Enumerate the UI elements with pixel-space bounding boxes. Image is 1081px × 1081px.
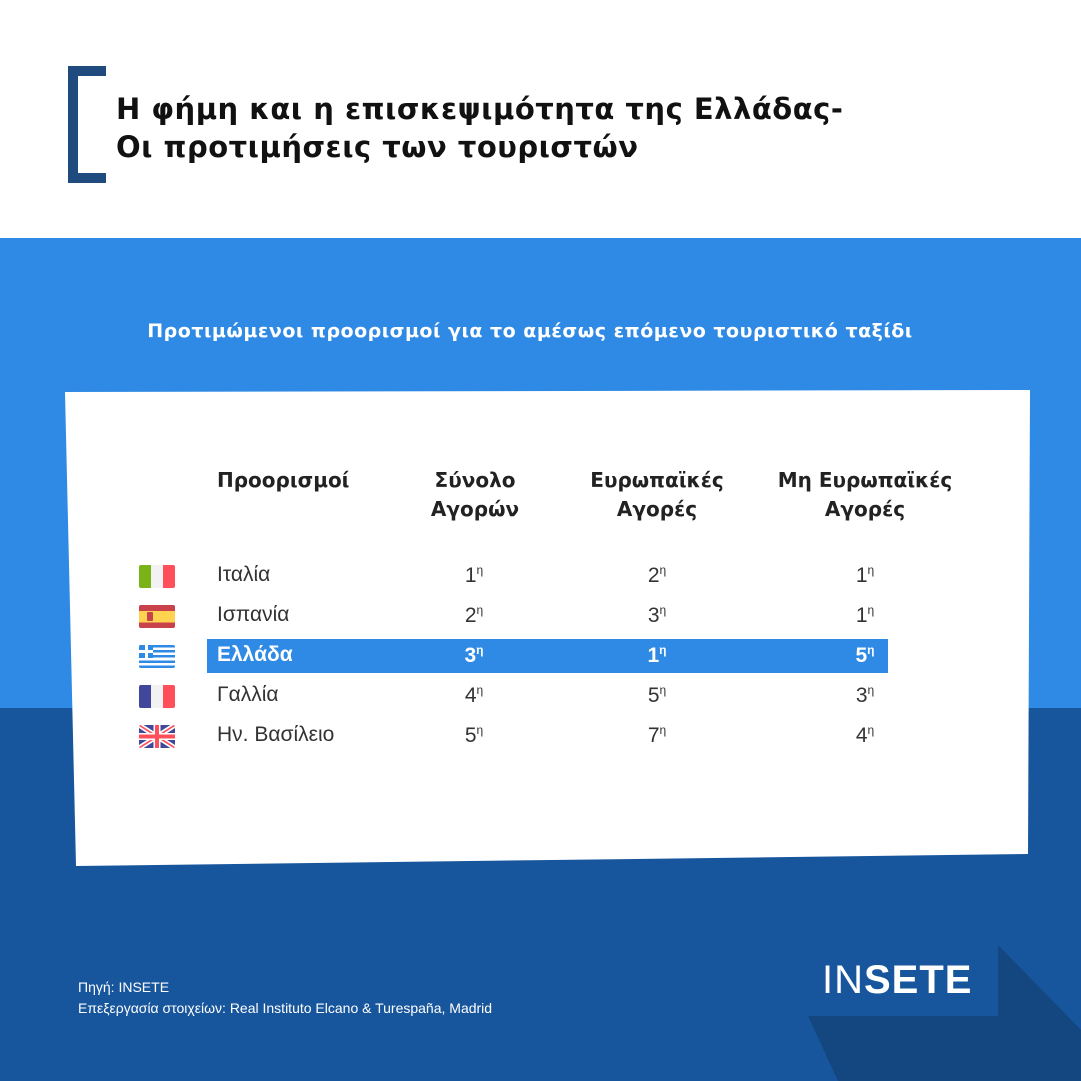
header-european: Ευρωπαϊκές Αγορές <box>572 466 742 524</box>
title-bracket <box>68 66 106 183</box>
table-row: Ην. Βασίλειο 5η 7η 4η <box>0 719 1081 753</box>
table-subtitle: Προτιμώμενοι προορισμοί για το αμέσως επ… <box>147 320 913 342</box>
title-line-1: Η φήμη και η επισκεψιμότητα της Ελλάδας- <box>116 92 844 126</box>
header-destinations: Προορισμοί <box>217 468 350 492</box>
source-text: Πηγή: INSETE <box>78 979 170 995</box>
rank-value: 5 <box>464 724 477 747</box>
processing-text: Επεξεργασία στοιχείων: Real Instituto El… <box>78 1000 493 1016</box>
ordinal-suffix: η <box>867 683 875 697</box>
header-non-european: Μη Ευρωπαϊκές Αγορές <box>760 466 970 524</box>
rank-value: 4 <box>464 684 477 707</box>
header-eu-2: Αγορές <box>616 497 698 521</box>
cell-noneu: 3η <box>835 683 895 708</box>
ordinal-suffix: η <box>867 563 875 577</box>
rank-value: 1 <box>464 564 477 587</box>
table-row: Ελλάδα 3η 1η 5η <box>0 639 1081 673</box>
ordinal-suffix: η <box>476 603 484 617</box>
header-total-1: Σύνολο <box>434 468 516 492</box>
cell-total: 4η <box>444 683 504 708</box>
spain-flag-icon <box>139 605 175 628</box>
destination-name: Ελλάδα <box>217 643 293 666</box>
rank-value: 2 <box>464 604 477 627</box>
rank-value: 3 <box>855 684 868 707</box>
destination-name: Ην. Βασίλειο <box>217 723 335 746</box>
cell-eu: 5η <box>627 683 687 708</box>
logo-light: IN <box>822 958 864 1002</box>
cell-noneu: 1η <box>835 603 895 628</box>
cell-eu: 7η <box>627 723 687 748</box>
ordinal-suffix: η <box>476 563 484 577</box>
destination-name: Γαλλία <box>217 683 279 706</box>
ordinal-suffix: η <box>476 723 484 737</box>
rank-value: 1 <box>855 604 868 627</box>
rank-value: 5 <box>855 644 868 667</box>
cell-noneu: 5η <box>835 643 895 668</box>
ordinal-suffix: η <box>659 723 667 737</box>
uk-flag-icon <box>139 725 175 748</box>
ordinal-suffix: η <box>867 723 875 737</box>
title-line-2: Οι προτιμήσεις των τουριστών <box>116 130 639 164</box>
rank-value: 2 <box>647 564 660 587</box>
header-total-2: Αγορών <box>430 497 520 521</box>
cell-eu: 1η <box>627 643 687 668</box>
france-flag-icon <box>139 685 175 708</box>
cell-total: 5η <box>444 723 504 748</box>
table-row: Ισπανία 2η 3η 1η <box>0 599 1081 633</box>
cell-total: 1η <box>444 563 504 588</box>
page-title: Η φήμη και η επισκεψιμότητα της Ελλάδας-… <box>116 90 843 166</box>
ordinal-suffix: η <box>867 643 875 657</box>
rank-value: 3 <box>464 644 477 667</box>
header-noneu-1: Μη Ευρωπαϊκές <box>777 468 953 492</box>
rank-value: 5 <box>647 684 660 707</box>
rank-value: 3 <box>647 604 660 627</box>
destination-name: Ιταλία <box>217 563 271 586</box>
header-total: Σύνολο Αγορών <box>405 466 545 524</box>
cell-total: 3η <box>444 643 504 668</box>
table-row: Ιταλία 1η 2η 1η <box>0 559 1081 593</box>
rank-value: 1 <box>647 644 660 667</box>
italy-flag-icon <box>139 565 175 588</box>
cell-eu: 3η <box>627 603 687 628</box>
cell-noneu: 1η <box>835 563 895 588</box>
header-noneu-2: Αγορές <box>824 497 906 521</box>
ordinal-suffix: η <box>659 603 667 617</box>
logo-bold: SETE <box>864 958 973 1002</box>
rank-value: 1 <box>855 564 868 587</box>
header-eu-1: Ευρωπαϊκές <box>590 468 724 492</box>
insete-logo: INSETE <box>822 958 972 1003</box>
ordinal-suffix: η <box>476 683 484 697</box>
cell-total: 2η <box>444 603 504 628</box>
ordinal-suffix: η <box>867 603 875 617</box>
ordinal-suffix: η <box>476 643 484 657</box>
destination-name: Ισπανία <box>217 603 290 626</box>
greece-flag-icon <box>139 645 175 668</box>
table-row: Γαλλία 4η 5η 3η <box>0 679 1081 713</box>
rank-value: 4 <box>855 724 868 747</box>
cell-noneu: 4η <box>835 723 895 748</box>
ordinal-suffix: η <box>659 643 667 657</box>
cell-eu: 2η <box>627 563 687 588</box>
ordinal-suffix: η <box>659 683 667 697</box>
rank-value: 7 <box>647 724 660 747</box>
highlight-bar <box>207 639 888 673</box>
source-note: Πηγή: INSETE Επεξεργασία στοιχείων: Real… <box>78 977 492 1019</box>
ordinal-suffix: η <box>659 563 667 577</box>
